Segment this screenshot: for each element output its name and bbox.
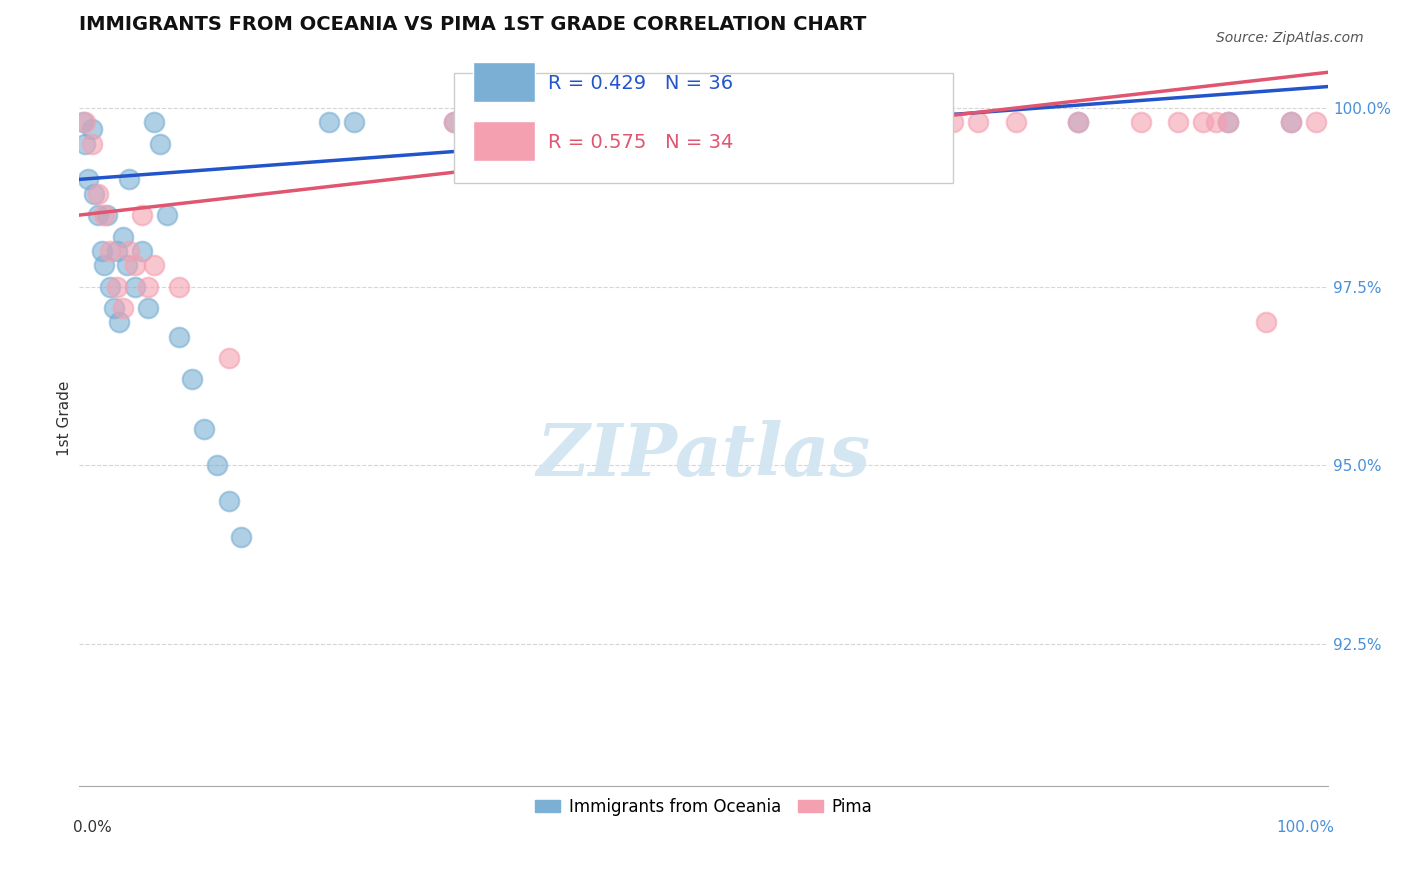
Point <box>98 279 121 293</box>
Point <box>98 244 121 258</box>
Point <box>149 136 172 151</box>
Point <box>1205 115 1227 129</box>
Point <box>343 115 366 129</box>
Point <box>1279 115 1302 129</box>
Point <box>87 186 110 201</box>
Point <box>1254 315 1277 329</box>
Point <box>880 115 903 129</box>
Y-axis label: 1st Grade: 1st Grade <box>58 381 72 457</box>
Point <box>96 208 118 222</box>
Point <box>1218 115 1240 129</box>
Point <box>155 208 177 222</box>
Text: ZIPatlas: ZIPatlas <box>537 420 870 491</box>
Point <box>167 329 190 343</box>
Point <box>817 115 839 129</box>
FancyBboxPatch shape <box>472 62 536 103</box>
Text: 100.0%: 100.0% <box>1277 820 1334 835</box>
Point <box>87 208 110 222</box>
Point <box>93 258 115 272</box>
Point <box>1218 115 1240 129</box>
FancyBboxPatch shape <box>472 120 536 161</box>
Point <box>115 258 138 272</box>
Point <box>967 115 990 129</box>
Point <box>124 258 146 272</box>
Point <box>1067 115 1090 129</box>
Text: IMMIGRANTS FROM OCEANIA VS PIMA 1ST GRADE CORRELATION CHART: IMMIGRANTS FROM OCEANIA VS PIMA 1ST GRAD… <box>79 15 866 34</box>
Point <box>143 115 166 129</box>
Point <box>1005 115 1028 129</box>
Point <box>443 115 465 129</box>
Point <box>111 229 134 244</box>
Point <box>136 301 159 315</box>
Point <box>72 115 94 129</box>
Text: R = 0.429   N = 36: R = 0.429 N = 36 <box>547 74 733 94</box>
Point <box>205 458 228 472</box>
Point <box>755 115 778 129</box>
Text: 0.0%: 0.0% <box>73 820 111 835</box>
Point <box>111 301 134 315</box>
Point <box>108 315 131 329</box>
Point <box>318 115 340 129</box>
Point <box>1192 115 1215 129</box>
Point <box>167 279 190 293</box>
Legend: Immigrants from Oceania, Pima: Immigrants from Oceania, Pima <box>529 791 879 822</box>
Point <box>103 301 125 315</box>
Point <box>118 172 141 186</box>
Text: Source: ZipAtlas.com: Source: ZipAtlas.com <box>1216 31 1364 45</box>
Point <box>1167 115 1189 129</box>
Point <box>75 136 97 151</box>
Point <box>75 115 97 129</box>
Point <box>105 279 128 293</box>
Point <box>218 351 240 365</box>
Point <box>143 258 166 272</box>
Point <box>218 493 240 508</box>
Point <box>692 115 714 129</box>
Point <box>1067 115 1090 129</box>
Point <box>443 115 465 129</box>
Point <box>692 115 714 129</box>
Point <box>131 208 153 222</box>
Point <box>93 208 115 222</box>
Point <box>118 244 141 258</box>
Point <box>124 279 146 293</box>
Point <box>90 244 112 258</box>
Point <box>180 372 202 386</box>
Point <box>1305 115 1327 129</box>
Point <box>80 136 103 151</box>
Point <box>1129 115 1152 129</box>
Point <box>83 186 105 201</box>
Point <box>505 115 527 129</box>
Text: R = 0.575   N = 34: R = 0.575 N = 34 <box>547 133 733 153</box>
Point <box>193 422 215 436</box>
Point <box>80 122 103 136</box>
Point <box>136 279 159 293</box>
Point <box>917 115 939 129</box>
Point <box>131 244 153 258</box>
Point <box>105 244 128 258</box>
Point <box>1279 115 1302 129</box>
Point <box>568 115 591 129</box>
Point <box>842 115 865 129</box>
Point <box>942 115 965 129</box>
Point <box>76 172 98 186</box>
Point <box>231 529 253 543</box>
FancyBboxPatch shape <box>454 73 953 183</box>
